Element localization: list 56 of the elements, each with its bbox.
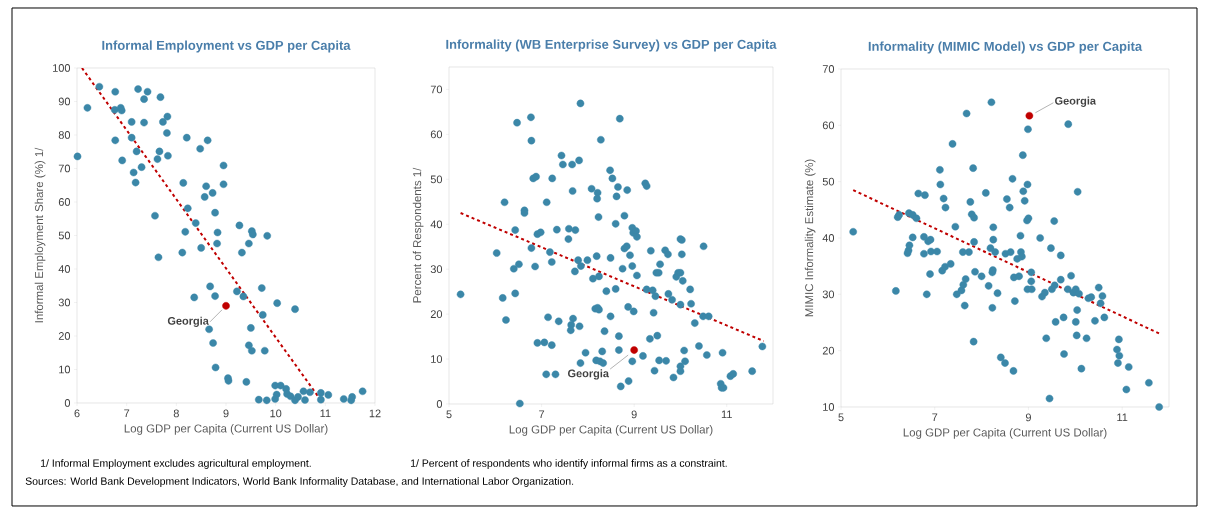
y-tick-label: 10 <box>59 365 71 374</box>
y-tick-label: 20 <box>430 310 443 318</box>
y-tick-label: 0 <box>436 400 443 408</box>
x-tick-label: 7 <box>932 413 938 422</box>
y-tick-label: 20 <box>822 346 835 355</box>
y-tick-label: 40 <box>58 265 71 273</box>
x-tick-label: 12 <box>369 409 381 418</box>
y-tick-label: 30 <box>430 265 443 274</box>
y-tick-label: 0 <box>64 399 71 407</box>
y-tick-label: 70 <box>822 65 835 73</box>
x-tick-label: 11 <box>1117 413 1128 422</box>
x-axis-title: Log GDP per Capita (Current US Dollar) <box>509 425 713 436</box>
y-tick-label: 50 <box>430 175 443 184</box>
y-tick-label: 40 <box>822 234 835 242</box>
y-tick-label: 70 <box>430 85 443 94</box>
x-tick-label: 9 <box>223 409 229 418</box>
x-tick-label: 9 <box>631 410 637 419</box>
y-axis-title: MIMIC Informality Estimate (%) <box>804 159 816 317</box>
y-tick-label: 60 <box>430 130 443 139</box>
y-tick-label: 10 <box>823 403 835 411</box>
y-tick-label: 30 <box>822 290 835 299</box>
x-tick-label: 7 <box>124 409 130 418</box>
y-tick-label: 10 <box>431 355 443 363</box>
x-tick-label: 8 <box>173 409 179 418</box>
x-tick-label: 5 <box>838 413 844 422</box>
x-axis-title: Log GDP per Capita (Current US Dollar) <box>903 428 1107 439</box>
chart-title: Informal Employment vs GDP per Capita <box>102 40 351 53</box>
chart-title: Informality (WB Enterprise Survey) vs GDP per Capita <box>446 39 777 52</box>
text: Georgia <box>1055 96 1097 107</box>
y-tick-label: 20 <box>58 332 71 340</box>
x-tick-label: 11 <box>721 410 732 419</box>
y-tick-label: 60 <box>822 121 835 130</box>
y-tick-label: 60 <box>58 198 71 206</box>
x-tick-label: 5 <box>446 410 452 419</box>
x-tick-label: 7 <box>539 410 545 419</box>
y-tick-label: 90 <box>58 97 71 106</box>
text: Georgia <box>567 369 610 380</box>
y-tick-label: 50 <box>822 177 835 186</box>
y-tick-label: 50 <box>58 231 71 240</box>
text: 1/ Percent of respondents who identify informal firms as a constraint. <box>411 459 727 469</box>
y-tick-label: 70 <box>58 164 71 173</box>
series-label: Georgia <box>167 316 209 327</box>
x-tick-label: 11 <box>320 409 331 418</box>
x-axis-title: Log GDP per Capita (Current US Dollar) <box>124 424 328 435</box>
text: 1/ Informal Employment excludes agricultural employment. <box>41 459 311 469</box>
y-tick-label: 100 <box>53 64 71 72</box>
y-axis-title: Percent of Respondents 1/ <box>412 167 424 303</box>
y-tick-label: 30 <box>58 298 71 307</box>
y-axis-title: Informal Employment Share (%) 1/ <box>34 147 46 323</box>
y-tick-label: 40 <box>430 220 443 229</box>
x-tick-label: 6 <box>74 409 80 418</box>
x-tick-label: 9 <box>1025 413 1031 422</box>
x-tick-label: 10 <box>270 409 282 418</box>
y-tick-label: 80 <box>58 131 71 139</box>
chart-title: Informality (MIMIC Model) vs GDP per Capita <box>868 41 1143 54</box>
source-note: Sources: World Bank Development Indicators, World Bank Informality Database, and International Labor Organization. <box>25 477 574 487</box>
